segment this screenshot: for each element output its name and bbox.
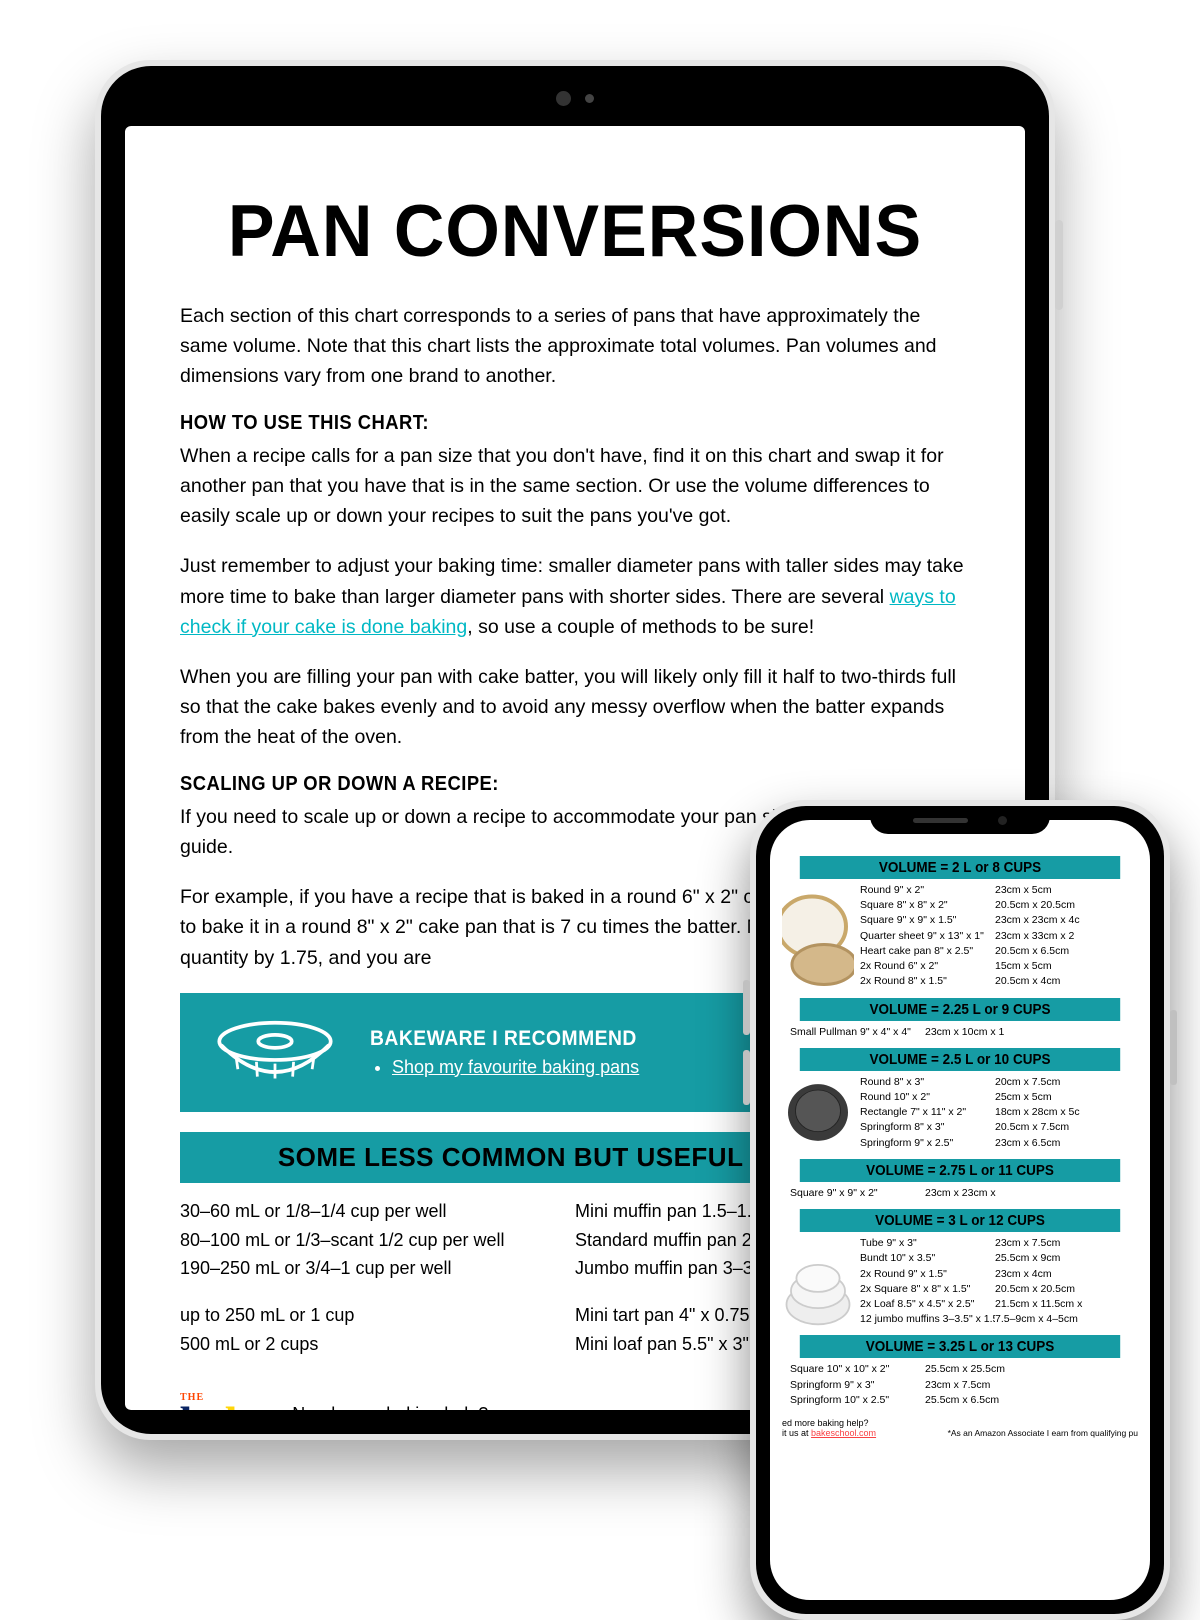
volume-row: 2x Square 8" x 8" x 1.5"20.5cm x 20.5cm (860, 1282, 1138, 1297)
howto-p2: Just remember to adjust your baking time… (180, 551, 970, 642)
volume-row: Square 10" x 10" x 2"25.5cm x 25.5cm (790, 1362, 1138, 1377)
volume-section: Square 10" x 10" x 2"25.5cm x 25.5cmSpri… (782, 1362, 1138, 1408)
volume-banner: VOLUME = 3 L or 12 CUPS (800, 1209, 1120, 1232)
phone-power (1170, 1010, 1177, 1085)
pan-row-left: 30–60 mL or 1/8–1/4 cup per well (180, 1197, 575, 1226)
volume-row: Small Pullman 9" x 4" x 4"23cm x 10cm x … (790, 1025, 1138, 1040)
phone-vol-down (743, 1050, 750, 1105)
volume-section: Round 8" x 3"20cm x 7.5cmRound 10" x 2"2… (782, 1075, 1138, 1151)
pan-row-left (180, 1283, 575, 1301)
phone-amazon-note: *As an Amazon Associate I earn from qual… (948, 1428, 1138, 1438)
volume-banner: VOLUME = 2.5 L or 10 CUPS (800, 1048, 1120, 1071)
volume-row: 12 jumbo muffins 3–3.5" x 1.5–2"7.5–9cm … (860, 1312, 1138, 1327)
tablet-camera (556, 91, 594, 106)
volume-row: Square 8" x 8" x 2"20.5cm x 20.5cm (860, 898, 1138, 913)
volume-row: Round 9" x 2"23cm x 5cm (860, 883, 1138, 898)
pan-row-left: 500 mL or 2 cups (180, 1330, 575, 1359)
bakeschool-logo: THE bake SCHOOL (180, 1393, 268, 1410)
volume-banner: VOLUME = 2 L or 8 CUPS (800, 856, 1120, 879)
phone-device: VOLUME = 2 L or 8 CUPS Round 9" x 2"23cm … (750, 800, 1170, 1620)
volume-banner: VOLUME = 2.75 L or 11 CUPS (800, 1159, 1120, 1182)
volume-row: Heart cake pan 8" x 2.5"20.5cm x 6.5cm (860, 944, 1138, 959)
bakeware-title: BAKEWARE I RECOMMEND (370, 1027, 637, 1051)
bundt-pan-icon (210, 1015, 340, 1090)
volume-banner: VOLUME = 3.25 L or 13 CUPS (800, 1335, 1120, 1358)
volume-section: Square 9" x 9" x 2"23cm x 23cm x (782, 1186, 1138, 1201)
pan-photo (782, 1075, 854, 1150)
pan-photo (782, 884, 854, 989)
scaling-heading: SCALING UP OR DOWN A RECIPE: (180, 773, 907, 796)
volume-row: 2x Round 9" x 1.5"23cm x 4cm (860, 1267, 1138, 1282)
phone-footer: ed more baking help? it us at bakeschool… (782, 1418, 1138, 1438)
volume-row: Springform 9" x 3"23cm x 7.5cm (790, 1378, 1138, 1393)
volume-row: Square 9" x 9" x 1.5"23cm x 23cm x 4c (860, 913, 1138, 928)
phone-bakeschool-link[interactable]: bakeschool.com (811, 1428, 876, 1438)
phone-vol-up (743, 980, 750, 1035)
howto-p2a: Just remember to adjust your baking time… (180, 555, 964, 607)
volume-banner: VOLUME = 2.25 L or 9 CUPS (800, 998, 1120, 1021)
pan-row-left: 80–100 mL or 1/3–scant 1/2 cup per well (180, 1226, 575, 1255)
volume-row: Round 8" x 3"20cm x 7.5cm (860, 1075, 1138, 1090)
footer-help: Need more baking help? Visit us at bakes… (292, 1404, 505, 1410)
volume-section: Tube 9" x 3"23cm x 7.5cmBundt 10" x 3.5"… (782, 1236, 1138, 1327)
volume-row: Round 10" x 2"25cm x 5cm (860, 1090, 1138, 1105)
volume-row: Quarter sheet 9" x 13" x 1"23cm x 33cm x… (860, 929, 1138, 944)
volume-section: Small Pullman 9" x 4" x 4"23cm x 10cm x … (782, 1025, 1138, 1040)
volume-row: Rectangle 7" x 11" x 2"18cm x 28cm x 5c (860, 1105, 1138, 1120)
volume-row: 2x Loaf 8.5" x 4.5" x 2.5"21.5cm x 11.5c… (860, 1297, 1138, 1312)
volume-row: Springform 10" x 2.5"25.5cm x 6.5cm (790, 1393, 1138, 1408)
volume-row: 2x Round 6" x 2"15cm x 5cm (860, 959, 1138, 974)
shop-pans-link[interactable]: Shop my favourite baking pans (392, 1057, 639, 1077)
howto-p1: When a recipe calls for a pan size that … (180, 441, 970, 532)
pan-row-left: 190–250 mL or 3/4–1 cup per well (180, 1254, 575, 1283)
phone-screen: VOLUME = 2 L or 8 CUPS Round 9" x 2"23cm … (770, 820, 1150, 1600)
volume-section: Round 9" x 2"23cm x 5cmSquare 8" x 8" x … (782, 883, 1138, 990)
tablet-side-button (1055, 220, 1063, 310)
volume-row: Bundt 10" x 3.5"25.5cm x 9cm (860, 1251, 1138, 1266)
howto-p2b: , so use a couple of methods to be sure! (467, 616, 814, 638)
page-title: PAN CONVERSIONS (180, 189, 970, 273)
howto-heading: HOW TO USE THIS CHART: (180, 412, 907, 435)
volume-row: 2x Round 8" x 1.5"20.5cm x 4cm (860, 974, 1138, 989)
volume-row: Square 9" x 9" x 2"23cm x 23cm x (790, 1186, 1138, 1201)
volume-row: Springform 9" x 2.5"23cm x 6.5cm (860, 1136, 1138, 1151)
volume-row: Springform 8" x 3"20.5cm x 7.5cm (860, 1120, 1138, 1135)
pan-row-left: up to 250 mL or 1 cup (180, 1301, 575, 1330)
intro-text: Each section of this chart corresponds t… (180, 301, 970, 392)
phone-bezel: VOLUME = 2 L or 8 CUPS Round 9" x 2"23cm … (756, 806, 1164, 1614)
pan-photo (782, 1237, 854, 1327)
volume-row: Tube 9" x 3"23cm x 7.5cm (860, 1236, 1138, 1251)
phone-notch (870, 806, 1050, 834)
howto-p3: When you are filling your pan with cake … (180, 662, 970, 753)
